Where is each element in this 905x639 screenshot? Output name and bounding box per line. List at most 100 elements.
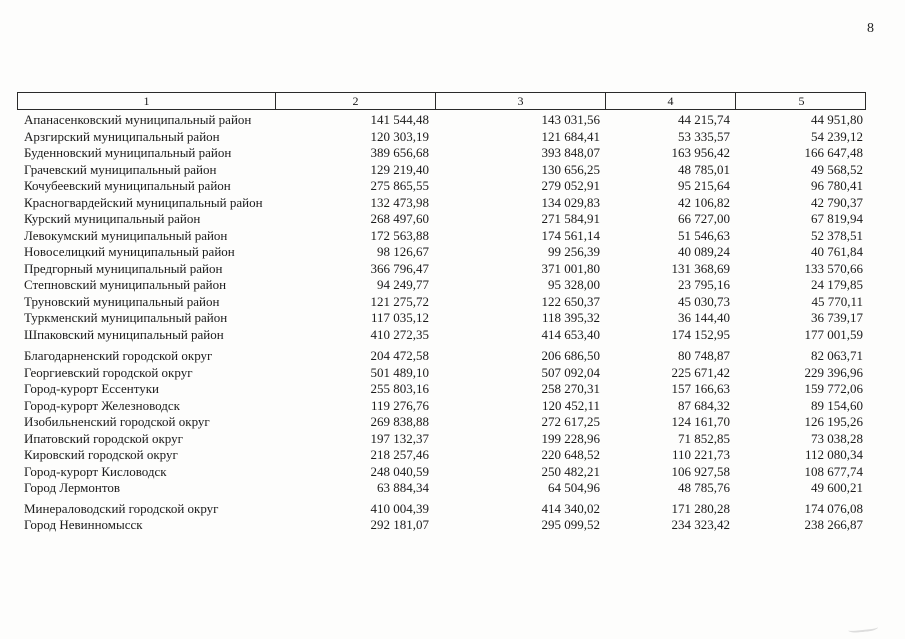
value-col-5: 96 780,41 — [811, 178, 863, 193]
district-name: Левокумский муниципальный район — [24, 227, 228, 243]
value-col-3: 220 648,52 — [541, 447, 601, 462]
district-name: Шпаковский муниципальный район — [24, 326, 224, 342]
value-col-5: 49 568,52 — [811, 161, 863, 177]
value-col-2: 117 035,12 — [370, 310, 429, 325]
value-col-5: 44 951,80 — [811, 112, 863, 127]
page-number: 8 — [867, 21, 874, 36]
district-name: Город Лермонтов — [24, 480, 120, 495]
value-col-3: 272 617,25 — [541, 414, 601, 429]
table-row: Минераловодский городской округ 410 004,3… — [17, 501, 866, 518]
value-col-2: 121 275,72 — [370, 293, 430, 309]
value-col-3: 279 052,91 — [541, 178, 601, 193]
row-group-city-okrugs: Благодарненский городской округ 204 472,5… — [17, 348, 866, 534]
value-col-4: 124 161,70 — [671, 414, 731, 429]
table-row: Грачевский муниципальный район 129 219,40… — [17, 162, 866, 179]
value-col-4: 157 166,63 — [671, 381, 731, 396]
district-name: Предгорный муниципальный район — [24, 260, 223, 276]
value-col-3: 120 452,11 — [541, 397, 600, 413]
value-col-5: 52 378,51 — [811, 227, 863, 243]
value-col-4: 87 684,32 — [678, 397, 730, 413]
value-col-3: 134 029,83 — [541, 194, 601, 210]
value-col-2: 248 040,59 — [370, 463, 430, 479]
value-col-4: 163 956,42 — [671, 145, 731, 160]
table-row: Благодарненский городской округ 204 472,5… — [17, 348, 866, 365]
value-col-2: 366 796,47 — [370, 260, 430, 276]
value-col-2: 172 563,88 — [370, 227, 430, 243]
value-col-4: 42 106,82 — [678, 194, 730, 210]
value-col-5: 177 001,59 — [804, 326, 864, 342]
district-name: Город-курорт Железноводск — [24, 397, 180, 413]
value-col-5: 166 647,48 — [804, 145, 864, 160]
district-name: Труновский муниципальный район — [24, 293, 220, 309]
table-row: Кочубеевский муниципальный район 275 865,… — [17, 178, 866, 195]
value-col-5: 45 770,11 — [811, 293, 863, 309]
table-row: Город-курорт Железноводск 119 276,76 120 4… — [17, 398, 866, 415]
district-name: Ипатовский городской округ — [24, 430, 183, 446]
value-col-2: 98 126,67 — [377, 244, 429, 259]
table-row: Арзгирский муниципальный район 120 303,19… — [17, 129, 866, 146]
district-name: Благодарненский городской округ — [24, 348, 213, 363]
table-row: Город Лермонтов 63 884,34 64 504,96 48 785,… — [17, 480, 866, 497]
district-name: Новоселицкий муниципальный район — [24, 244, 235, 259]
table-row: Город-курорт Ессентуки 255 803,16 258 270,… — [17, 381, 866, 398]
value-col-2: 204 472,58 — [370, 348, 430, 363]
value-col-2: 141 544,48 — [370, 112, 430, 127]
district-name: Город-курорт Ессентуки — [24, 381, 159, 396]
value-col-4: 225 671,42 — [671, 364, 731, 380]
value-col-5: 112 080,34 — [804, 447, 863, 462]
value-col-4: 110 221,73 — [671, 447, 730, 462]
table-row: Георгиевский городской округ 501 489,10 50… — [17, 365, 866, 382]
value-col-3: 295 099,52 — [541, 517, 601, 532]
value-col-2: 129 219,40 — [370, 161, 430, 177]
value-col-4: 234 323,42 — [671, 517, 731, 532]
value-col-5: 54 239,12 — [811, 128, 863, 144]
district-name: Апанасенковский муниципальный район — [24, 112, 252, 127]
value-col-4: 40 089,24 — [678, 244, 730, 259]
value-col-3: 122 650,37 — [541, 293, 601, 309]
table-row: Кировский городской округ 218 257,46 220 6… — [17, 447, 866, 464]
district-name: Грачевский муниципальный район — [24, 161, 217, 177]
value-col-5: 133 570,66 — [804, 260, 864, 276]
value-col-4: 71 852,85 — [678, 430, 730, 446]
district-name: Изобильненский городской округ — [24, 414, 210, 429]
value-col-3: 250 482,21 — [541, 463, 601, 479]
table-row: Ипатовский городской округ 197 132,37 199 … — [17, 431, 866, 448]
table-row: Курский муниципальный район 268 497,60 271… — [17, 211, 866, 228]
value-col-4: 131 368,69 — [671, 260, 731, 276]
value-col-5: 159 772,06 — [804, 381, 864, 396]
table-row: Изобильненский городской округ 269 838,88… — [17, 414, 866, 431]
district-name: Арзгирский муниципальный район — [24, 128, 220, 144]
value-col-4: 95 215,64 — [678, 178, 730, 193]
value-col-2: 132 473,98 — [370, 194, 430, 210]
table-row: Труновский муниципальный район 121 275,72… — [17, 294, 866, 311]
value-col-3: 130 656,25 — [541, 161, 601, 177]
district-name: Кировский городской округ — [24, 447, 178, 462]
table-row: Буденновский муниципальный район 389 656,… — [17, 145, 866, 162]
column-header-2: 2 — [276, 93, 436, 109]
table-row: Город Невинномысск 292 181,07 295 099,52 23… — [17, 517, 866, 534]
value-col-5: 73 038,28 — [811, 430, 863, 446]
data-table: 1 2 3 4 5 Апанасенковский муниципальный … — [17, 92, 866, 534]
district-name: Туркменский муниципальный район — [24, 310, 228, 325]
value-col-2: 255 803,16 — [370, 381, 430, 396]
value-col-3: 99 256,39 — [548, 244, 600, 259]
value-col-3: 371 001,80 — [541, 260, 601, 276]
table-row: Левокумский муниципальный район 172 563,8… — [17, 228, 866, 245]
value-col-2: 410 272,35 — [370, 326, 430, 342]
value-col-5: 174 076,08 — [804, 500, 864, 516]
district-name: Город Невинномысск — [24, 517, 143, 532]
column-header-5: 5 — [798, 94, 805, 108]
scan-artifact-mark — [847, 622, 879, 634]
value-col-5: 82 063,71 — [811, 348, 863, 363]
value-col-5: 49 600,21 — [811, 480, 863, 495]
value-col-2: 94 249,77 — [377, 277, 429, 292]
table-row: Город-курорт Кисловодск 248 040,59 250 482… — [17, 464, 866, 481]
table-row: Степновский муниципальный район 94 249,77… — [17, 277, 866, 294]
value-col-2: 275 865,55 — [370, 178, 430, 193]
table-row: Новоселицкий муниципальный район 98 126,6… — [17, 244, 866, 261]
district-name: Город-курорт Кисловодск — [24, 463, 167, 479]
value-col-2: 120 303,19 — [370, 128, 430, 144]
value-col-2: 410 004,39 — [370, 500, 430, 516]
column-header-3: 3 — [436, 93, 606, 109]
value-col-3: 414 340,02 — [541, 500, 601, 516]
